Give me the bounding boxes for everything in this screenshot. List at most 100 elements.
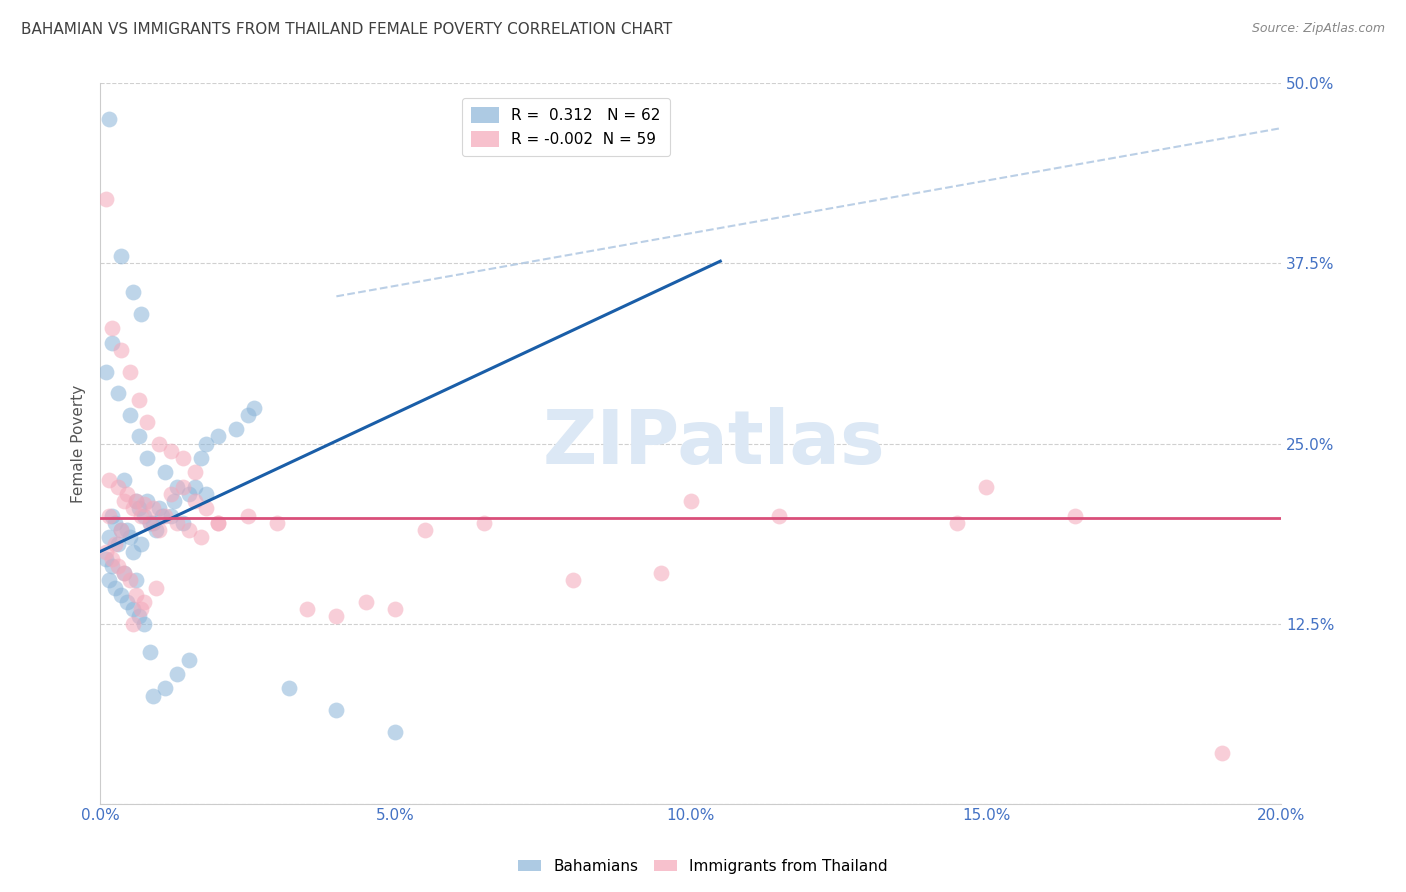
Text: Source: ZipAtlas.com: Source: ZipAtlas.com xyxy=(1251,22,1385,36)
Point xyxy=(145,581,167,595)
Point xyxy=(94,551,117,566)
Point xyxy=(128,501,150,516)
Point xyxy=(124,574,146,588)
Point xyxy=(118,530,141,544)
Point xyxy=(266,516,288,530)
Point xyxy=(107,537,129,551)
Point xyxy=(98,530,121,544)
Point xyxy=(110,523,132,537)
Point xyxy=(153,466,176,480)
Point xyxy=(177,487,200,501)
Point xyxy=(650,566,672,581)
Point xyxy=(101,558,124,573)
Point xyxy=(242,401,264,415)
Point xyxy=(136,450,159,465)
Point xyxy=(183,466,205,480)
Text: ZIPatlas: ZIPatlas xyxy=(543,407,886,480)
Point xyxy=(115,595,138,609)
Point xyxy=(121,285,143,300)
Point xyxy=(139,516,162,530)
Point xyxy=(107,558,129,573)
Point xyxy=(110,523,132,537)
Point xyxy=(107,386,129,401)
Point xyxy=(94,364,117,378)
Point xyxy=(118,408,141,422)
Point xyxy=(124,494,146,508)
Point xyxy=(384,602,406,616)
Point xyxy=(207,429,229,443)
Point xyxy=(142,501,165,516)
Point xyxy=(94,544,117,558)
Text: BAHAMIAN VS IMMIGRANTS FROM THAILAND FEMALE POVERTY CORRELATION CHART: BAHAMIAN VS IMMIGRANTS FROM THAILAND FEM… xyxy=(21,22,672,37)
Point xyxy=(325,703,347,717)
Point xyxy=(190,530,212,544)
Point xyxy=(148,501,170,516)
Point xyxy=(115,487,138,501)
Point xyxy=(172,480,194,494)
Point xyxy=(354,595,377,609)
Point xyxy=(121,616,143,631)
Point xyxy=(98,112,121,127)
Point xyxy=(128,609,150,624)
Point xyxy=(195,501,218,516)
Point xyxy=(98,473,121,487)
Point xyxy=(145,523,167,537)
Point xyxy=(124,494,146,508)
Point xyxy=(183,480,205,494)
Point xyxy=(118,364,141,378)
Point xyxy=(128,429,150,443)
Point xyxy=(101,321,124,335)
Point xyxy=(153,508,176,523)
Point xyxy=(150,508,173,523)
Point xyxy=(166,480,188,494)
Point xyxy=(236,408,259,422)
Point xyxy=(131,508,153,523)
Point xyxy=(121,602,143,616)
Point xyxy=(974,480,997,494)
Point xyxy=(679,494,702,508)
Point xyxy=(128,393,150,408)
Point xyxy=(160,508,183,523)
Point xyxy=(118,574,141,588)
Point xyxy=(142,689,165,703)
Point xyxy=(139,516,162,530)
Point xyxy=(195,436,218,450)
Point xyxy=(1063,508,1085,523)
Point xyxy=(472,516,495,530)
Point xyxy=(115,523,138,537)
Point xyxy=(384,724,406,739)
Point xyxy=(112,566,135,581)
Point xyxy=(166,667,188,681)
Point xyxy=(295,602,318,616)
Point xyxy=(131,537,153,551)
Point xyxy=(104,537,127,551)
Point xyxy=(1211,746,1233,760)
Point xyxy=(136,494,159,508)
Point xyxy=(101,335,124,350)
Point xyxy=(124,588,146,602)
Point xyxy=(148,436,170,450)
Point xyxy=(166,516,188,530)
Legend: Bahamians, Immigrants from Thailand: Bahamians, Immigrants from Thailand xyxy=(512,853,894,880)
Point xyxy=(561,574,583,588)
Point xyxy=(112,473,135,487)
Point xyxy=(148,523,170,537)
Point xyxy=(131,602,153,616)
Y-axis label: Female Poverty: Female Poverty xyxy=(72,384,86,503)
Point xyxy=(136,415,159,429)
Point xyxy=(160,443,183,458)
Point xyxy=(98,574,121,588)
Point xyxy=(94,192,117,206)
Point xyxy=(134,497,156,511)
Point xyxy=(207,516,229,530)
Point xyxy=(142,516,165,530)
Point xyxy=(278,681,301,696)
Point xyxy=(112,494,135,508)
Point xyxy=(107,480,129,494)
Point xyxy=(104,516,127,530)
Point xyxy=(134,595,156,609)
Point xyxy=(172,450,194,465)
Point xyxy=(236,508,259,523)
Point xyxy=(195,487,218,501)
Point xyxy=(945,516,967,530)
